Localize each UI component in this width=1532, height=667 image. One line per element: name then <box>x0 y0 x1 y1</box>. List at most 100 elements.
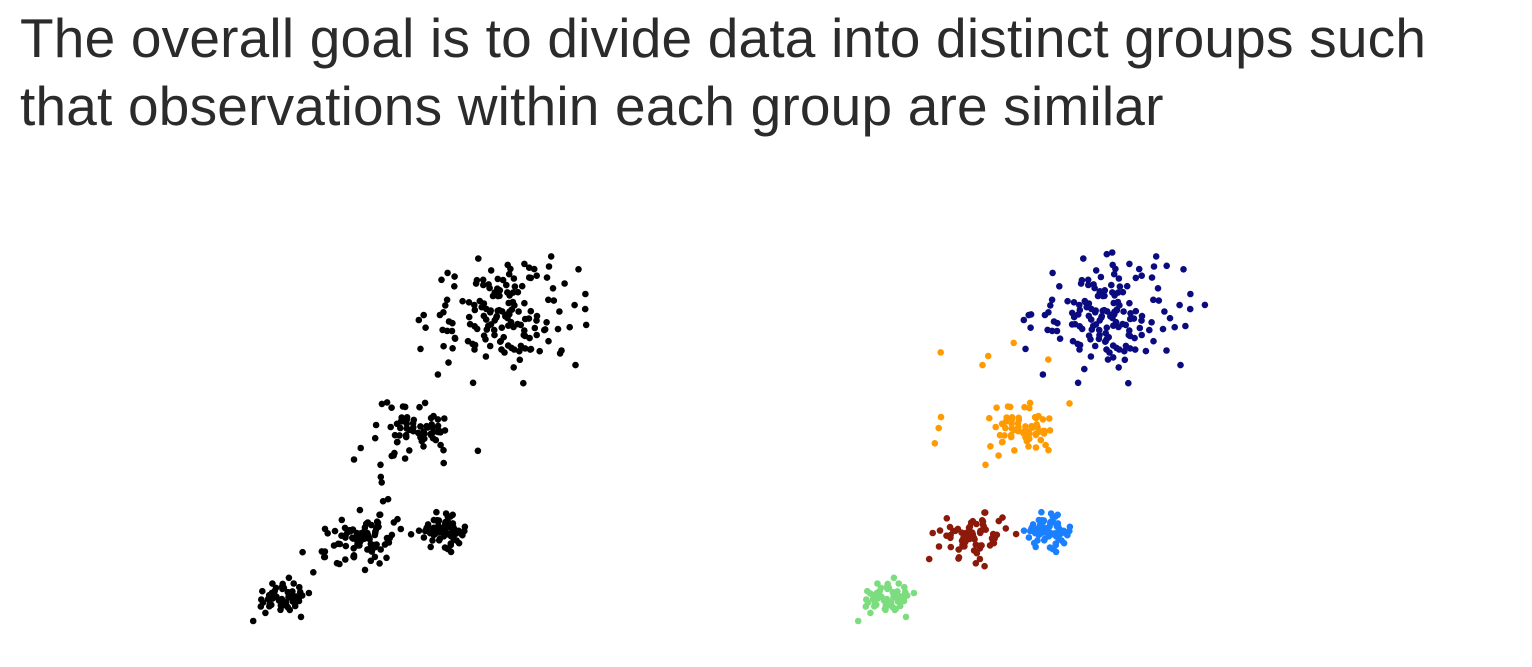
scatter-point <box>262 609 269 617</box>
scatter-point <box>381 541 389 548</box>
scatter-point <box>1120 308 1127 315</box>
scatter-point <box>424 521 432 528</box>
scatter-point <box>993 404 1000 411</box>
scatter-point <box>258 596 265 603</box>
scatter-point <box>1048 296 1056 304</box>
scatter-point <box>1030 539 1038 547</box>
scatter-point <box>357 530 365 537</box>
scatter-point <box>1091 284 1098 292</box>
scatter-point <box>1092 267 1100 274</box>
scatter-point <box>1056 283 1063 290</box>
scatter-point <box>972 560 980 567</box>
scatter-point <box>521 260 528 268</box>
scatter-point <box>482 353 490 360</box>
scatter-point <box>1020 316 1028 324</box>
scatter-point <box>318 548 326 555</box>
scatter-point <box>1025 443 1032 450</box>
scatter-point <box>498 324 506 331</box>
scatter-point <box>1176 301 1183 309</box>
scatter-point <box>1020 427 1028 435</box>
scatter-point <box>1112 265 1119 273</box>
scatter-point <box>854 617 862 625</box>
scatter-point <box>475 255 482 262</box>
scatter-point <box>401 455 409 462</box>
scatter-point <box>438 276 445 284</box>
scatter-point <box>391 431 399 439</box>
scatter-point <box>417 423 424 430</box>
scatter-point <box>433 517 440 524</box>
scatter-point <box>1032 444 1040 451</box>
scatter-point <box>494 292 502 300</box>
scatter-point <box>1119 320 1126 328</box>
scatter-point <box>967 519 975 526</box>
scatter-point <box>935 543 943 550</box>
scatter-point <box>572 361 579 369</box>
scatter-point <box>1085 312 1093 320</box>
scatter-point <box>290 596 297 604</box>
scatter-point <box>1076 301 1083 309</box>
scatter-point <box>441 427 449 434</box>
scatter-point <box>257 603 265 610</box>
scatter-point <box>575 266 582 273</box>
scatter-point <box>881 605 889 613</box>
scatter-point <box>362 520 370 528</box>
scatter-point <box>1049 513 1057 521</box>
scatter-point <box>489 292 497 300</box>
scatter-point <box>514 320 521 328</box>
scatter-point <box>440 342 447 350</box>
scatter-point <box>943 515 951 522</box>
scatter-point <box>350 545 357 552</box>
scatter-point <box>1126 315 1134 323</box>
scatter-point <box>473 325 481 333</box>
scatter-point <box>401 403 409 411</box>
scatter-point <box>1068 309 1076 317</box>
scatter-point <box>1002 424 1009 432</box>
scatter-point <box>521 299 528 307</box>
scatter-point <box>1011 447 1018 454</box>
scatter-point <box>1138 331 1145 339</box>
scatter-point <box>429 537 436 544</box>
scatter-point <box>487 267 495 274</box>
scatter-point <box>422 526 430 534</box>
scatter-point <box>279 585 286 593</box>
scatter-point <box>333 559 341 567</box>
scatter-point <box>349 535 357 542</box>
scatter-point <box>476 297 484 305</box>
scatter-point <box>1096 288 1104 295</box>
scatter-point <box>469 379 477 387</box>
scatter-point <box>1026 404 1033 412</box>
scatter-point <box>1114 289 1122 296</box>
scatter-point <box>892 605 899 613</box>
scatter-point <box>342 542 350 550</box>
scatter-point <box>279 602 287 609</box>
scatter-point <box>1052 548 1060 556</box>
scatter-point <box>525 264 533 271</box>
scatter-point <box>1116 302 1123 309</box>
scatter-point <box>445 359 452 366</box>
scatter-point <box>1177 361 1184 369</box>
scatter-point <box>403 420 410 428</box>
scatter-point <box>1106 349 1113 356</box>
scatter-point <box>1115 275 1123 282</box>
scatter-point <box>943 532 950 539</box>
scatter-point <box>1007 431 1015 439</box>
scatter-point <box>448 529 455 537</box>
scatter-point <box>514 288 522 296</box>
scatter-point <box>979 361 986 369</box>
scatter-point <box>259 587 266 595</box>
scatter-point <box>449 345 456 352</box>
scatter-point <box>331 527 339 535</box>
scatter-point <box>877 584 885 592</box>
scatter-point <box>566 323 573 331</box>
scatter-point <box>1116 283 1124 290</box>
scatter-point <box>1108 249 1116 256</box>
scatter-point <box>1109 342 1117 349</box>
scatter-point <box>867 609 874 617</box>
scatter-point <box>1015 414 1022 422</box>
scatter-point <box>521 332 529 340</box>
scatter-point <box>526 346 534 353</box>
scatter-series-4 <box>931 339 1073 469</box>
scatter-point <box>1027 324 1034 331</box>
scatter-point <box>434 371 442 378</box>
scatter-point <box>420 430 427 438</box>
